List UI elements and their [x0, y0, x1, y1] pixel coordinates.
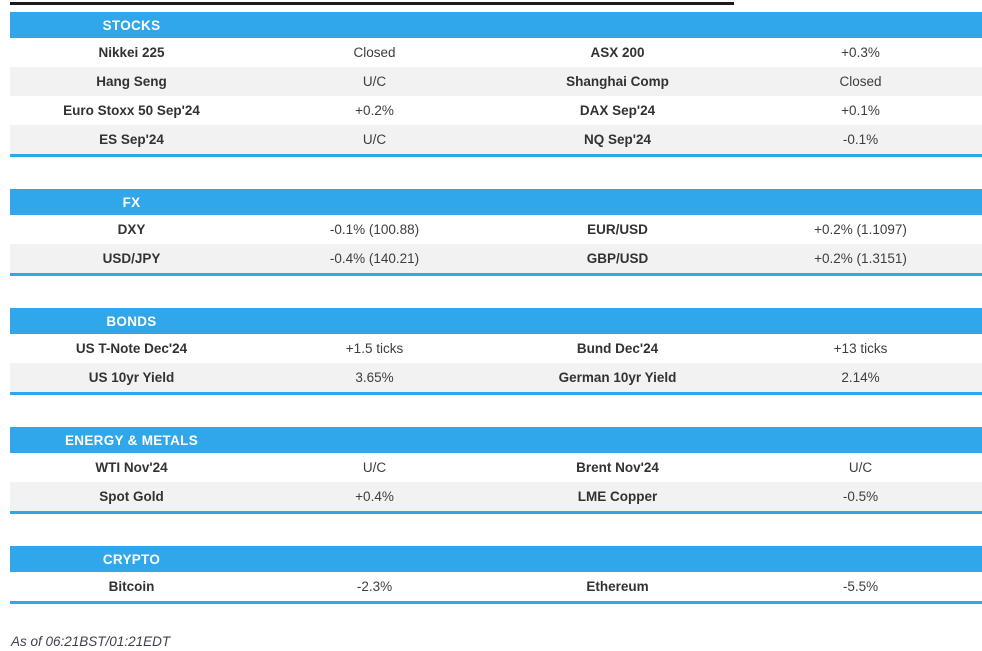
- section-title: FX: [122, 194, 141, 210]
- instrument-value: +0.3%: [841, 45, 880, 60]
- table-row: Euro Stoxx 50 Sep'24 +0.2% DAX Sep'24 +0…: [10, 96, 982, 125]
- section-energy-metals: ENERGY & METALS WTI Nov'24 U/C Brent Nov…: [10, 427, 982, 514]
- instrument-name: German 10yr Yield: [558, 370, 677, 385]
- instrument-name: DXY: [117, 222, 146, 237]
- instrument-value: U/C: [848, 460, 873, 475]
- instrument-name: DAX Sep'24: [579, 103, 656, 118]
- instrument-name: NQ Sep'24: [584, 132, 651, 147]
- instrument-name: LME Copper: [577, 489, 658, 504]
- instrument-name: Bitcoin: [108, 579, 155, 594]
- instrument-value: 3.65%: [355, 370, 394, 385]
- section-header: ENERGY & METALS: [10, 427, 982, 453]
- instrument-name: Spot Gold: [99, 489, 164, 504]
- table-row: US 10yr Yield 3.65% German 10yr Yield 2.…: [10, 363, 982, 392]
- instrument-value: -0.1%: [842, 132, 879, 147]
- instrument-value: -2.3%: [356, 579, 393, 594]
- instrument-value: U/C: [362, 460, 387, 475]
- instrument-value: U/C: [362, 74, 387, 89]
- instrument-value: +1.5 ticks: [345, 341, 404, 356]
- instrument-value: Closed: [839, 74, 882, 89]
- section-header: STOCKS: [10, 12, 982, 38]
- section-stocks: STOCKS Nikkei 225 Closed ASX 200 +0.3% H…: [10, 12, 982, 157]
- instrument-name: Euro Stoxx 50 Sep'24: [63, 103, 200, 118]
- table-row: ES Sep'24 U/C NQ Sep'24 -0.1%: [10, 125, 982, 154]
- instrument-name: Bund Dec'24: [576, 341, 659, 356]
- instrument-name: Nikkei 225: [98, 45, 165, 60]
- table-row: US T-Note Dec'24 +1.5 ticks Bund Dec'24 …: [10, 334, 982, 363]
- instrument-name: Ethereum: [586, 579, 649, 594]
- section-title: STOCKS: [102, 17, 161, 33]
- section-title: BONDS: [106, 313, 157, 329]
- instrument-value: +0.2%: [355, 103, 394, 118]
- instrument-value: +0.1%: [841, 103, 880, 118]
- section-header: CRYPTO: [10, 546, 982, 572]
- instrument-value: -0.1% (100.88): [329, 222, 420, 237]
- instrument-name: EUR/USD: [587, 222, 648, 237]
- instrument-name: Brent Nov'24: [576, 460, 659, 475]
- section-title: CRYPTO: [102, 551, 161, 567]
- instrument-name: USD/JPY: [102, 251, 161, 266]
- as-of-timestamp: As of 06:21BST/01:21EDT: [11, 634, 171, 649]
- table-row: Nikkei 225 Closed ASX 200 +0.3%: [10, 38, 982, 67]
- instrument-value: 2.14%: [841, 370, 880, 385]
- section-bonds: BONDS US T-Note Dec'24 +1.5 ticks Bund D…: [10, 308, 982, 395]
- section-title: ENERGY & METALS: [64, 432, 198, 448]
- table-row: WTI Nov'24 U/C Brent Nov'24 U/C: [10, 453, 982, 482]
- instrument-value: -5.5%: [842, 579, 879, 594]
- instrument-value: +0.2% (1.1097): [814, 222, 907, 237]
- section-header: FX: [10, 189, 982, 215]
- instrument-value: +0.4%: [355, 489, 394, 504]
- instrument-name: GBP/USD: [586, 251, 649, 266]
- table-row: DXY -0.1% (100.88) EUR/USD +0.2% (1.1097…: [10, 215, 982, 244]
- table-row: Spot Gold +0.4% LME Copper -0.5%: [10, 482, 982, 511]
- table-row: Bitcoin -2.3% Ethereum -5.5%: [10, 572, 982, 601]
- table-row: Hang Seng U/C Shanghai Comp Closed: [10, 67, 982, 96]
- instrument-value: Closed: [353, 45, 396, 60]
- instrument-value: +0.2% (1.3151): [814, 251, 907, 266]
- instrument-name: Hang Seng: [96, 74, 167, 89]
- top-rule: [10, 2, 734, 5]
- instrument-name: Shanghai Comp: [566, 74, 669, 89]
- instrument-value: -0.5%: [842, 489, 879, 504]
- instrument-name: US 10yr Yield: [88, 370, 175, 385]
- instrument-value: +13 ticks: [833, 341, 888, 356]
- section-fx: FX DXY -0.1% (100.88) EUR/USD +0.2% (1.1…: [10, 189, 982, 276]
- instrument-name: US T-Note Dec'24: [75, 341, 188, 356]
- instrument-name: WTI Nov'24: [95, 460, 168, 475]
- section-header: BONDS: [10, 308, 982, 334]
- section-crypto: CRYPTO Bitcoin -2.3% Ethereum -5.5%: [10, 546, 982, 604]
- table-row: USD/JPY -0.4% (140.21) GBP/USD +0.2% (1.…: [10, 244, 982, 273]
- instrument-name: ASX 200: [590, 45, 645, 60]
- instrument-name: ES Sep'24: [99, 132, 164, 147]
- instrument-value: U/C: [362, 132, 387, 147]
- instrument-value: -0.4% (140.21): [329, 251, 420, 266]
